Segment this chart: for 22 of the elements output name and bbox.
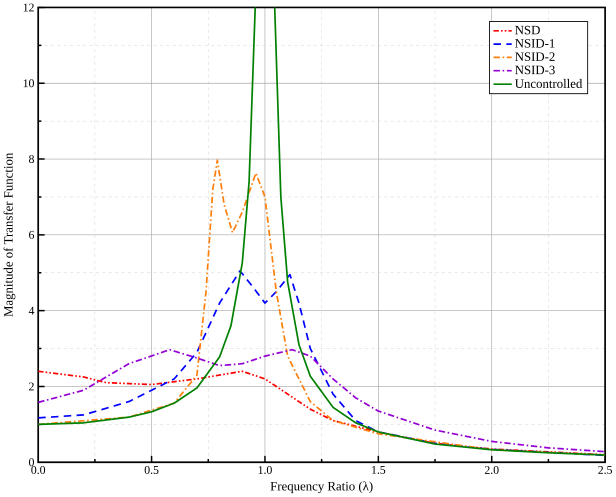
y-tick-label: 0 — [29, 458, 34, 466]
y-tick-label: 6 — [29, 231, 34, 239]
y-tick-label: 8 — [29, 155, 34, 164]
x-tick-label: 0.5 — [144, 466, 158, 474]
legend-label: Uncontrolled — [515, 79, 582, 88]
legend-label: NSID-1 — [515, 39, 555, 48]
x-tick-label: 2.5 — [598, 466, 612, 474]
line-series — [38, 370, 606, 456]
x-tick-label: 1.5 — [372, 466, 386, 474]
x-tick-label: 0.0 — [31, 466, 46, 474]
x-axis-title: Frequency Ratio (λ) — [270, 481, 373, 494]
legend-label: NSID-3 — [515, 66, 555, 74]
legend-label: NSD — [515, 26, 540, 35]
y-tick-label: 12 — [24, 4, 34, 12]
y-axis-title: Magnitude of Transfer Function — [4, 153, 16, 317]
y-tick-label: 10 — [24, 79, 34, 88]
x-tick-label: 1.0 — [258, 466, 272, 474]
line-series — [38, 348, 606, 453]
y-tick-label: 4 — [28, 306, 34, 315]
legend-label: NSID-2 — [515, 52, 555, 62]
x-tick-label: 2.0 — [484, 466, 499, 474]
y-tick-label: 2 — [29, 382, 34, 390]
